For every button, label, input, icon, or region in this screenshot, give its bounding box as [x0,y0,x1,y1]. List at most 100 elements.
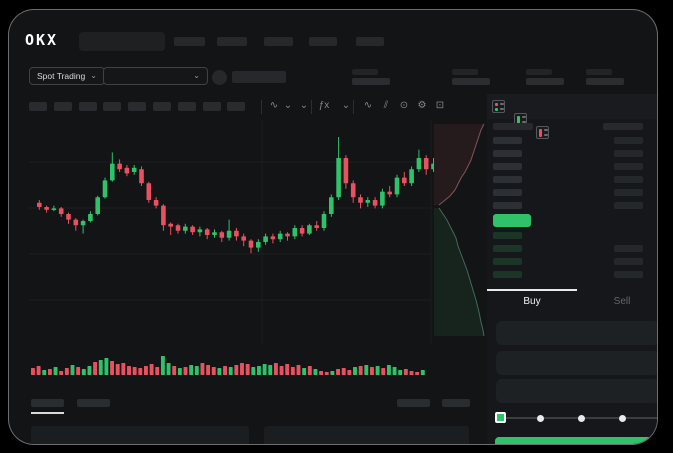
volume-bar [324,372,329,375]
candle-down [58,208,64,214]
nav-item-placeholder[interactable] [309,37,337,46]
ask-price-placeholder[interactable] [493,150,522,157]
ask-price-placeholder[interactable] [493,202,522,209]
volume-bar [268,365,273,375]
bid-price-placeholder[interactable] [493,258,522,265]
compare-icon[interactable]: ⫽ [383,100,389,111]
candle-up [102,180,108,198]
icon-mark [500,108,504,110]
ask-price-placeholder[interactable] [493,176,522,183]
candle-up [336,158,341,198]
brand-logo[interactable]: OKX [25,31,59,49]
volume-bar [290,367,295,375]
search-input[interactable] [79,32,165,51]
bid-price-placeholder[interactable] [493,271,522,278]
volume-bar [307,366,312,375]
stat-label-placeholder [352,69,378,75]
toolbar-divider [261,100,262,114]
stat-value-placeholder [452,78,490,85]
overlay-wave-icon[interactable]: ∿ [363,100,373,111]
volume-bar [144,366,148,375]
interval-button-placeholder[interactable] [177,102,196,111]
book-all-icon[interactable] [492,100,505,113]
volume-bar [110,361,114,375]
slider-stop-dot[interactable] [619,414,626,422]
candle-down [234,230,239,237]
indicators-fx-icon[interactable]: ƒx [318,100,330,111]
candle-up [321,214,327,228]
icon-mark [522,116,526,118]
volume-bar [364,365,369,375]
volume-bar [70,365,75,375]
pair-name-placeholder [232,71,286,83]
amount-input[interactable] [496,351,657,375]
ask-price-placeholder[interactable] [493,137,522,144]
pair-dropdown[interactable]: ⌄ [103,67,208,85]
amount-slider-handle[interactable] [495,412,506,423]
bid-price-placeholder[interactable] [493,245,522,252]
interval-button-placeholder[interactable] [53,102,72,111]
slider-stop-dot[interactable] [578,414,585,422]
interval-button-placeholder[interactable] [128,102,147,111]
bid-price-placeholder[interactable] [493,232,522,239]
bottom-tab-placeholder[interactable] [31,399,64,407]
volume-bar [353,367,357,375]
chevron-down-icon[interactable]: ⌄ [341,100,351,111]
volume-bar [234,365,239,375]
chart-type-icon[interactable]: ∿ [269,100,279,111]
chevron-down-icon[interactable]: ⌄ [299,100,309,111]
volume-bar [279,366,284,375]
volume-bar [59,371,64,375]
interval-button-placeholder[interactable] [202,102,221,111]
interval-button-placeholder[interactable] [227,102,246,111]
candle-down [350,183,356,198]
ask-price-placeholder[interactable] [493,163,522,170]
total-input[interactable] [496,379,657,403]
fullscreen-icon[interactable]: ⊡ [435,100,445,111]
nav-item-placeholder[interactable] [264,37,293,46]
market-type-dropdown[interactable]: Spot Trading ⌄ [29,67,105,85]
nav-item-placeholder[interactable] [217,37,247,46]
interval-button-placeholder[interactable] [153,102,171,111]
candle-down [314,225,319,228]
ask-price-placeholder[interactable] [493,189,522,196]
book-asks-icon[interactable] [536,126,549,139]
volume-bar [76,367,81,375]
candle-up [226,230,232,238]
candle-up [88,214,93,221]
interval-button-placeholder[interactable] [29,102,47,111]
nav-item-placeholder[interactable] [174,37,205,46]
volume-bar [358,366,363,375]
interval-button-placeholder[interactable] [78,102,97,111]
camera-icon[interactable]: ⊙ [399,100,409,111]
volume-bar [47,369,52,375]
volume-bar [228,367,233,375]
chevron-down-icon[interactable]: ⌄ [283,100,293,111]
volume-bar [53,367,58,375]
candle-up [409,169,414,184]
bid-amount-placeholder [614,271,643,278]
volume-bar [160,356,165,375]
settings-gear-icon[interactable]: ⚙ [417,100,427,111]
last-price-badge[interactable] [493,214,531,227]
volume-bar [42,370,47,375]
volume-bar [149,364,154,375]
chevron-down-icon: ⌄ [90,71,97,80]
tab-buy[interactable]: Buy [523,296,541,307]
interval-button-placeholder[interactable] [103,102,122,111]
nav-item-placeholder[interactable] [356,37,384,46]
volume-bar [132,367,137,375]
icon-mark [522,121,526,123]
price-chart[interactable] [29,120,487,345]
tab-sell[interactable]: Sell [613,296,631,307]
volume-bar [64,368,69,375]
bottom-tab-placeholder[interactable] [77,399,110,407]
candle-up [365,200,371,203]
buy-submit-button[interactable] [495,437,653,444]
slider-stop-dot[interactable] [537,414,544,422]
bottom-action-placeholder[interactable] [442,399,470,407]
volume-bar [211,367,216,375]
price-input[interactable] [496,321,657,345]
volume-bar [262,364,267,375]
bottom-action-placeholder[interactable] [397,399,430,407]
